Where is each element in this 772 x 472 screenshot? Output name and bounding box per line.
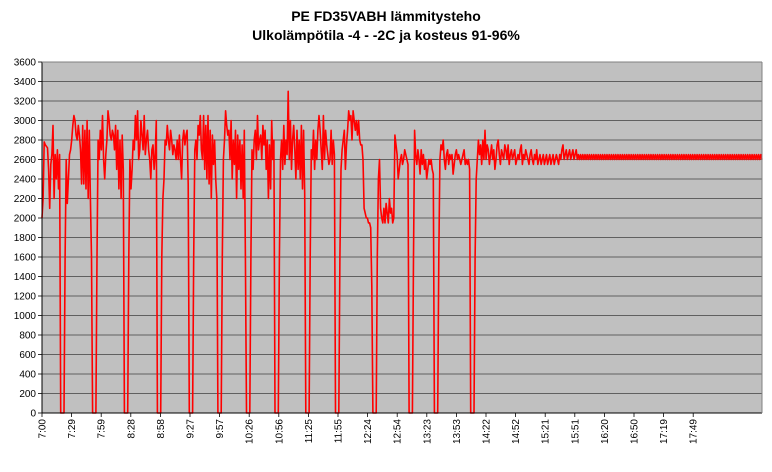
y-tick-label: 2200 [14,194,37,205]
x-tick-label: 14:22 [482,419,493,444]
y-tick-label: 3600 [14,58,37,69]
x-tick-label: 12:54 [393,419,404,444]
x-tick-label: 8:28 [126,419,137,439]
x-tick-label: 11:55 [334,419,345,444]
y-tick-label: 0 [30,409,36,420]
y-tick-label: 1400 [14,272,37,283]
x-tick-label: 13:53 [452,419,463,444]
x-tick-label: 15:51 [570,419,581,444]
x-tick-label: 7:00 [38,419,49,439]
chart-title: PE FD35VABH lämmitysteho [291,8,481,24]
y-tick-label: 3400 [14,77,37,88]
y-tick-label: 3000 [14,116,37,127]
x-tick-label: 8:58 [156,419,167,439]
y-tick-label: 1000 [14,311,37,322]
y-tick-label: 400 [19,370,36,381]
x-tick-label: 16:50 [630,419,641,444]
x-tick-label: 13:23 [422,419,433,444]
x-tick-label: 12:24 [363,419,374,444]
x-tick-label: 17:49 [689,419,700,444]
x-axis-ticks: 7:00 7:29 7:59 8:28 8:58 9:27 9:57 10:26 10:56 11… [38,413,700,444]
x-tick-label: 9:27 [186,419,197,439]
series-layer [41,90,763,414]
y-tick-label: 2600 [14,155,37,166]
y-tick-label: 2000 [14,214,37,225]
y-tick-label: 2800 [14,136,37,147]
y-tick-label: 200 [19,389,36,400]
y-tick-label: 600 [19,350,36,361]
x-tick-label: 10:56 [274,419,285,444]
x-tick-label: 14:52 [511,419,522,444]
y-tick-label: 2400 [14,175,37,186]
axes [41,61,763,414]
y-tick-label: 800 [19,331,36,342]
x-tick-label: 10:26 [245,419,256,444]
x-tick-label: 11:25 [304,419,315,444]
x-tick-label: 17:19 [659,419,670,444]
x-tick-label: 15:21 [541,419,552,444]
y-tick-label: 1800 [14,233,37,244]
x-tick-label: 7:29 [67,419,78,439]
y-tick-label: 1600 [14,253,37,264]
series-line [41,90,763,414]
y-tick-label: 1200 [14,292,37,303]
y-axis-ticks: 0 200 400 600 800 1000 1200 1400 1600 1800 2000 220… [14,58,42,420]
x-tick-label: 7:59 [97,419,108,439]
x-tick-label: 9:57 [215,419,226,439]
x-tick-label: 16:20 [600,419,611,444]
y-tick-label: 3200 [14,97,37,108]
chart-subtitle: Ulkolämpötila -4 - -2C ja kosteus 91-96% [252,27,520,43]
